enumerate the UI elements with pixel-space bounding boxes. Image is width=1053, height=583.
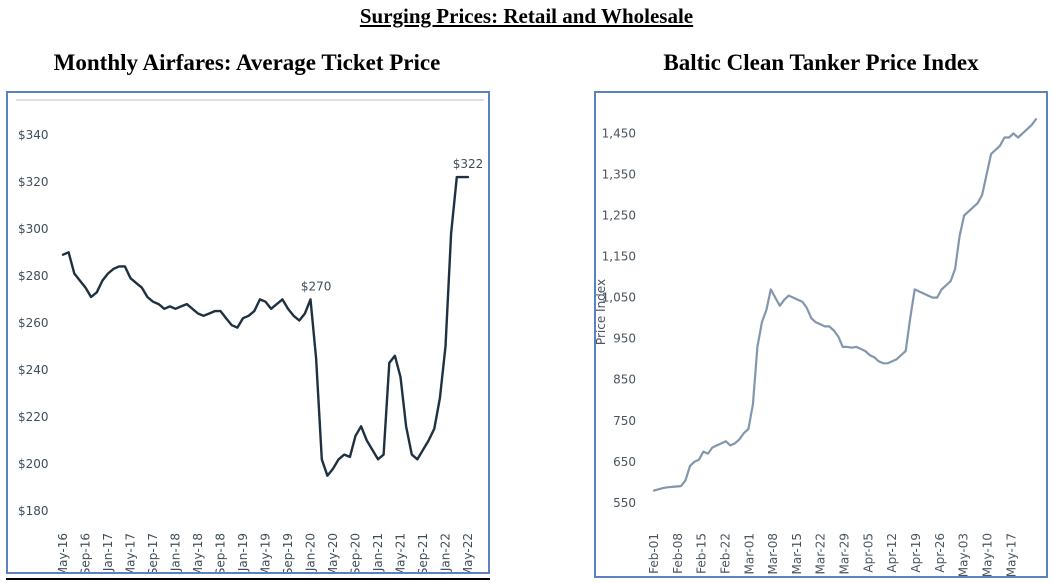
- x-tick-label: Mar-29: [838, 533, 852, 574]
- x-tick-label: Sep-21: [416, 533, 430, 572]
- x-tick-label: May-21: [394, 533, 408, 572]
- bottom-rule: [6, 578, 490, 580]
- y-tick-label: 1,050: [602, 291, 636, 305]
- x-tick-label: Mar-22: [814, 533, 828, 574]
- x-tick-label: Feb-22: [718, 533, 732, 574]
- x-tick-label: Mar-15: [790, 533, 804, 574]
- y-tick-label: 550: [613, 496, 636, 510]
- y-tick-label: $240: [18, 363, 49, 377]
- x-tick-label: May-16: [56, 533, 70, 572]
- y-tick-label: 1,350: [602, 167, 636, 181]
- series-line: [652, 118, 1038, 492]
- data-label: $322: [453, 157, 484, 171]
- x-tick-label: Mar-08: [766, 533, 780, 574]
- x-tick-label: Sep-18: [214, 533, 228, 572]
- x-tick-label: Feb-15: [695, 533, 709, 574]
- y-tick-label: $180: [18, 504, 49, 518]
- x-tick-label: Jan-20: [304, 533, 318, 572]
- y-tick-label: 750: [613, 414, 636, 428]
- x-tick-label: May-03: [957, 533, 971, 576]
- y-tick-label: $260: [18, 316, 49, 330]
- x-tick-label: May-17: [1004, 533, 1018, 576]
- tanker-chart-panel: 550 650 750 850 950 1,050 1,150 1,250 1,350 1,450…: [594, 91, 1048, 578]
- x-tick-label: May-18: [191, 533, 205, 572]
- y-tick-label: $320: [18, 175, 49, 189]
- y-tick-label: $300: [18, 222, 49, 236]
- x-tick-label: Sep-20: [349, 533, 363, 572]
- x-tick-label: Apr-19: [909, 533, 923, 573]
- x-tick-label: May-19: [259, 533, 273, 572]
- y-tick-label: $220: [18, 410, 49, 424]
- y-tick-label: 1,150: [602, 250, 636, 264]
- y-tick-label: $280: [18, 269, 49, 283]
- x-tick-label: Apr-26: [933, 533, 947, 573]
- series-line: [61, 175, 470, 477]
- y-tick-label: $200: [18, 457, 49, 471]
- x-tick-label: Feb-08: [671, 533, 685, 574]
- y-tick-label: 850: [613, 373, 636, 387]
- y-tick-label: 1,250: [602, 209, 636, 223]
- x-tick-label: Sep-16: [79, 533, 93, 572]
- x-tick-label: Sep-17: [146, 533, 160, 572]
- y-axis-title: Price Index: [596, 279, 608, 345]
- y-tick-label: $340: [18, 128, 49, 142]
- x-tick-label: May-20: [326, 533, 340, 572]
- airfares-chart-panel: $180 $200 $220 $240 $260 $280 $300 $320 $340 May-…: [6, 91, 490, 574]
- x-tick-label: Apr-05: [861, 533, 875, 573]
- x-tick-label: May-10: [980, 533, 994, 576]
- x-tick-label: Jan-21: [371, 533, 385, 572]
- tanker-chart-title: Baltic Clean Tanker Price Index: [663, 50, 979, 75]
- y-tick-label: 650: [613, 455, 636, 469]
- x-tick-label: Jan-19: [236, 533, 250, 572]
- x-tick-label: May-17: [124, 533, 138, 572]
- airfares-chart: $180 $200 $220 $240 $260 $280 $300 $320 $340 May-…: [16, 99, 484, 572]
- tanker-chart: 550 650 750 850 950 1,050 1,150 1,250 1,350 1,450…: [596, 118, 1038, 576]
- x-tick-label: May-22: [461, 533, 475, 572]
- airfares-chart-title: Monthly Airfares: Average Ticket Price: [53, 50, 441, 75]
- x-tick-label: Mar-01: [742, 533, 756, 574]
- data-label: $270: [301, 279, 332, 293]
- page-title: Surging Prices: Retail and Wholesale: [359, 4, 694, 28]
- x-tick-label: Jan-17: [101, 533, 115, 572]
- x-tick-label: Feb-01: [647, 533, 661, 574]
- x-tick-label: Apr-12: [885, 533, 899, 573]
- x-tick-label: Sep-19: [281, 533, 295, 572]
- x-tick-label: Jan-18: [169, 533, 183, 572]
- y-tick-label: 1,450: [602, 126, 636, 140]
- x-tick-label: Jan-22: [439, 533, 453, 572]
- y-tick-label: 950: [613, 332, 636, 346]
